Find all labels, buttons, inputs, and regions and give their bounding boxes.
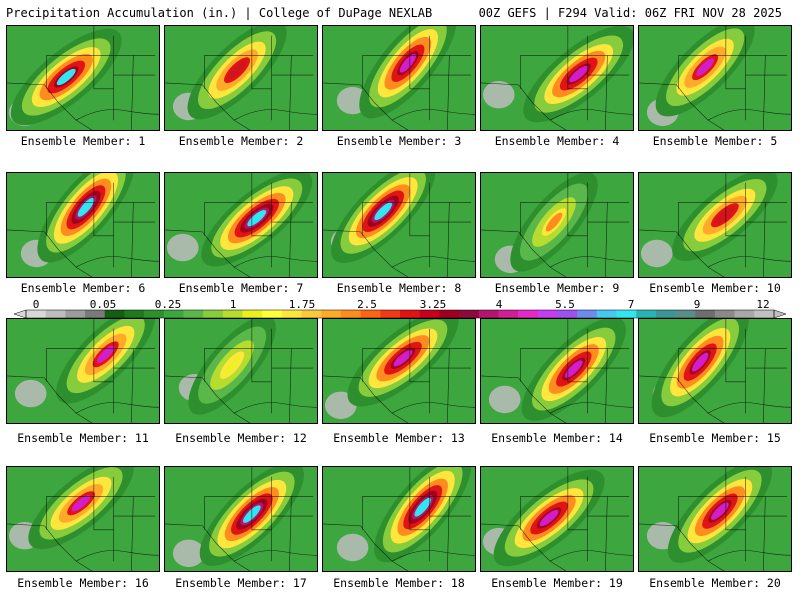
ensemble-member-map (6, 318, 160, 424)
colorbar-segment (380, 310, 401, 318)
ensemble-member-map (638, 318, 792, 424)
ensemble-member-label: Ensemble Member: 15 (649, 431, 781, 445)
colorbar-segment (203, 310, 224, 318)
colorbar-segment (262, 310, 283, 318)
ensemble-member-map (322, 172, 476, 278)
ensemble-member-label: Ensemble Member: 16 (17, 576, 149, 590)
ensemble-member-map (6, 466, 160, 572)
colorbar-tick-label: 7 (627, 298, 635, 311)
ensemble-member-label: Ensemble Member: 13 (333, 431, 465, 445)
colorbar-segment (577, 310, 598, 318)
colorbar-segment (714, 310, 735, 318)
ensemble-member-label: Ensemble Member: 14 (491, 431, 623, 445)
colorbar-segment (695, 310, 716, 318)
ensemble-member-map (164, 25, 318, 131)
colorbar-segment (124, 310, 145, 318)
ensemble-member-label: Ensemble Member: 8 (336, 281, 462, 295)
ensemble-member-label: Ensemble Member: 19 (491, 576, 623, 590)
ensemble-member-map (322, 318, 476, 424)
ensemble-member-map (164, 466, 318, 572)
ensemble-member-map (322, 466, 476, 572)
colorbar-segment (360, 310, 381, 318)
colorbar-segment (478, 310, 499, 318)
colorbar-segment (596, 310, 617, 318)
ensemble-member-map (164, 172, 318, 278)
colorbar-segment (419, 310, 440, 318)
colorbar-segment (557, 310, 578, 318)
colorbar-tick-label: 2.5 (357, 298, 377, 311)
colorbar-segment (65, 310, 86, 318)
ensemble-member-label: Ensemble Member: 12 (175, 431, 307, 445)
colorbar-tick-label: 0.05 (89, 298, 117, 311)
ensemble-member-map (638, 466, 792, 572)
colorbar-segment (616, 310, 637, 318)
ensemble-member-label: Ensemble Member: 1 (20, 134, 146, 148)
colorbar-segment (45, 310, 66, 318)
colorbar-segment (144, 310, 165, 318)
colorbar-tick-label: 5.5 (555, 298, 575, 311)
colorbar-segment (104, 310, 125, 318)
ensemble-member-label: Ensemble Member: 6 (20, 281, 146, 295)
colorbar-segment (518, 310, 539, 318)
ensemble-member-label: Ensemble Member: 9 (494, 281, 620, 295)
colorbar-segment (734, 310, 755, 318)
colorbar-segment (636, 310, 657, 318)
ensemble-member-map (164, 318, 318, 424)
colorbar-segment (281, 310, 302, 318)
colorbar-segment (754, 310, 775, 318)
colorbar-segment (498, 310, 519, 318)
colorbar-segment (459, 310, 480, 318)
colorbar-min-arrow (13, 309, 27, 319)
ensemble-member-map (480, 466, 634, 572)
ensemble-member-label: Ensemble Member: 5 (652, 134, 778, 148)
ensemble-member-label: Ensemble Member: 20 (649, 576, 781, 590)
ensemble-member-map (480, 25, 634, 131)
ensemble-member-map (6, 25, 160, 131)
colorbar-tick-label: 9 (693, 298, 701, 311)
colorbar-tick-label: 0 (32, 298, 40, 311)
colorbar-tick-label: 1.75 (288, 298, 316, 311)
model-run-info: 00Z GEFS | F294 Valid: 06Z FRI NOV 28 20… (478, 6, 782, 20)
ensemble-member-map (322, 25, 476, 131)
colorbar-segment (301, 310, 322, 318)
ensemble-member-label: Ensemble Member: 17 (175, 576, 307, 590)
ensemble-member-label: Ensemble Member: 2 (178, 134, 304, 148)
colorbar-segment (321, 310, 342, 318)
colorbar-tick-label: 4 (495, 298, 503, 311)
colorbar-max-arrow (773, 309, 787, 319)
colorbar-segment (26, 310, 46, 318)
ensemble-member-label: Ensemble Member: 3 (336, 134, 462, 148)
colorbar-segment (242, 310, 263, 318)
chart-title: Precipitation Accumulation (in.) | Colle… (6, 6, 433, 20)
ensemble-member-map (480, 172, 634, 278)
ensemble-member-label: Ensemble Member: 7 (178, 281, 304, 295)
ensemble-member-label: Ensemble Member: 10 (649, 281, 781, 295)
colorbar-segment (655, 310, 676, 318)
colorbar-tick-label: 3.25 (419, 298, 447, 311)
ensemble-member-label: Ensemble Member: 4 (494, 134, 620, 148)
colorbar-segment (439, 310, 460, 318)
ensemble-member-map (6, 172, 160, 278)
colorbar-segment (222, 310, 243, 318)
colorbar-segment (537, 310, 558, 318)
colorbar-segment (85, 310, 106, 318)
ensemble-member-label: Ensemble Member: 18 (333, 576, 465, 590)
colorbar-tick-label: 1 (229, 298, 237, 311)
colorbar-tick-label: 0.25 (154, 298, 182, 311)
colorbar (13, 309, 787, 319)
colorbar-segment (163, 310, 184, 318)
colorbar-segment (675, 310, 696, 318)
ensemble-member-map (638, 172, 792, 278)
colorbar-segment (340, 310, 361, 318)
ensemble-member-map (638, 25, 792, 131)
colorbar-segment (183, 310, 204, 318)
colorbar-segment (400, 310, 420, 318)
ensemble-member-label: Ensemble Member: 11 (17, 431, 149, 445)
ensemble-member-map (480, 318, 634, 424)
colorbar-tick-label: 12 (756, 298, 770, 311)
